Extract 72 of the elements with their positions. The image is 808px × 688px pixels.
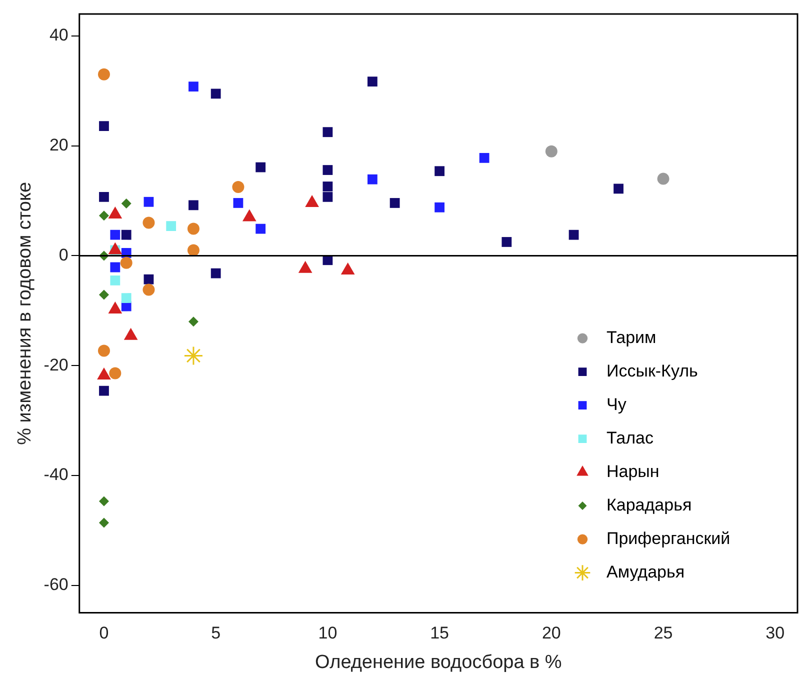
x-tick-label: 10 [318,624,338,643]
y-axis-title: % изменения в годовом стоке [14,182,36,445]
x-tick-label: 5 [211,624,221,643]
point [256,162,266,172]
legend-label: Чу [606,394,627,414]
point [188,316,198,327]
point [502,237,512,247]
legend-label: Тарим [606,328,656,347]
y-tick-label: -60 [44,575,68,594]
point [99,192,109,202]
point [110,275,120,286]
point [188,82,198,92]
point [545,145,558,158]
point [256,224,266,234]
legend-label: Карадарья [606,495,692,514]
point [110,262,120,272]
point [614,184,624,194]
point [98,496,109,506]
point [434,166,445,176]
point [99,121,109,132]
x-tick-label: 20 [542,624,561,643]
y-tick-label: -40 [44,465,68,484]
point [120,256,132,269]
point [98,344,110,357]
point [188,200,198,210]
point [121,198,132,209]
point [99,386,109,396]
x-tick-label: 0 [99,624,109,643]
point [322,182,333,192]
point [322,165,333,175]
point [210,268,221,278]
x-tick-label: 30 [766,624,785,643]
legend-label: Амударья [606,562,685,582]
point [322,127,333,138]
point [390,198,400,208]
y-tick-label: 20 [49,136,68,155]
legend-label: Приферганский [606,528,730,548]
point [210,88,221,99]
point [434,202,445,212]
point [367,76,378,87]
point [144,196,154,207]
x-tick-label: 25 [654,624,673,643]
point [98,518,109,528]
point [142,284,155,296]
point [187,244,200,256]
x-tick-label: 15 [430,624,450,643]
y-tick-label: 40 [49,26,68,45]
legend-label: Иссык-Куль [606,361,698,380]
legend-label: Талас [606,428,654,448]
point [98,68,110,80]
y-tick-label: -20 [44,355,68,374]
point [322,192,333,202]
point [233,198,244,208]
y-tick-label: 0 [58,245,68,264]
point [98,210,109,221]
point [142,216,155,229]
point [144,274,154,284]
point [121,293,132,303]
point [166,221,176,231]
point [109,367,122,380]
point [98,290,109,300]
point [184,346,204,366]
point [479,152,490,163]
x-axis-title: Оледенение водосбора в % [315,652,562,673]
legend-label: Нарын [606,462,660,481]
point [232,181,244,194]
point [187,222,200,235]
point [121,230,132,240]
point [110,230,120,240]
point [568,230,579,240]
point [657,172,670,185]
point [367,174,378,184]
